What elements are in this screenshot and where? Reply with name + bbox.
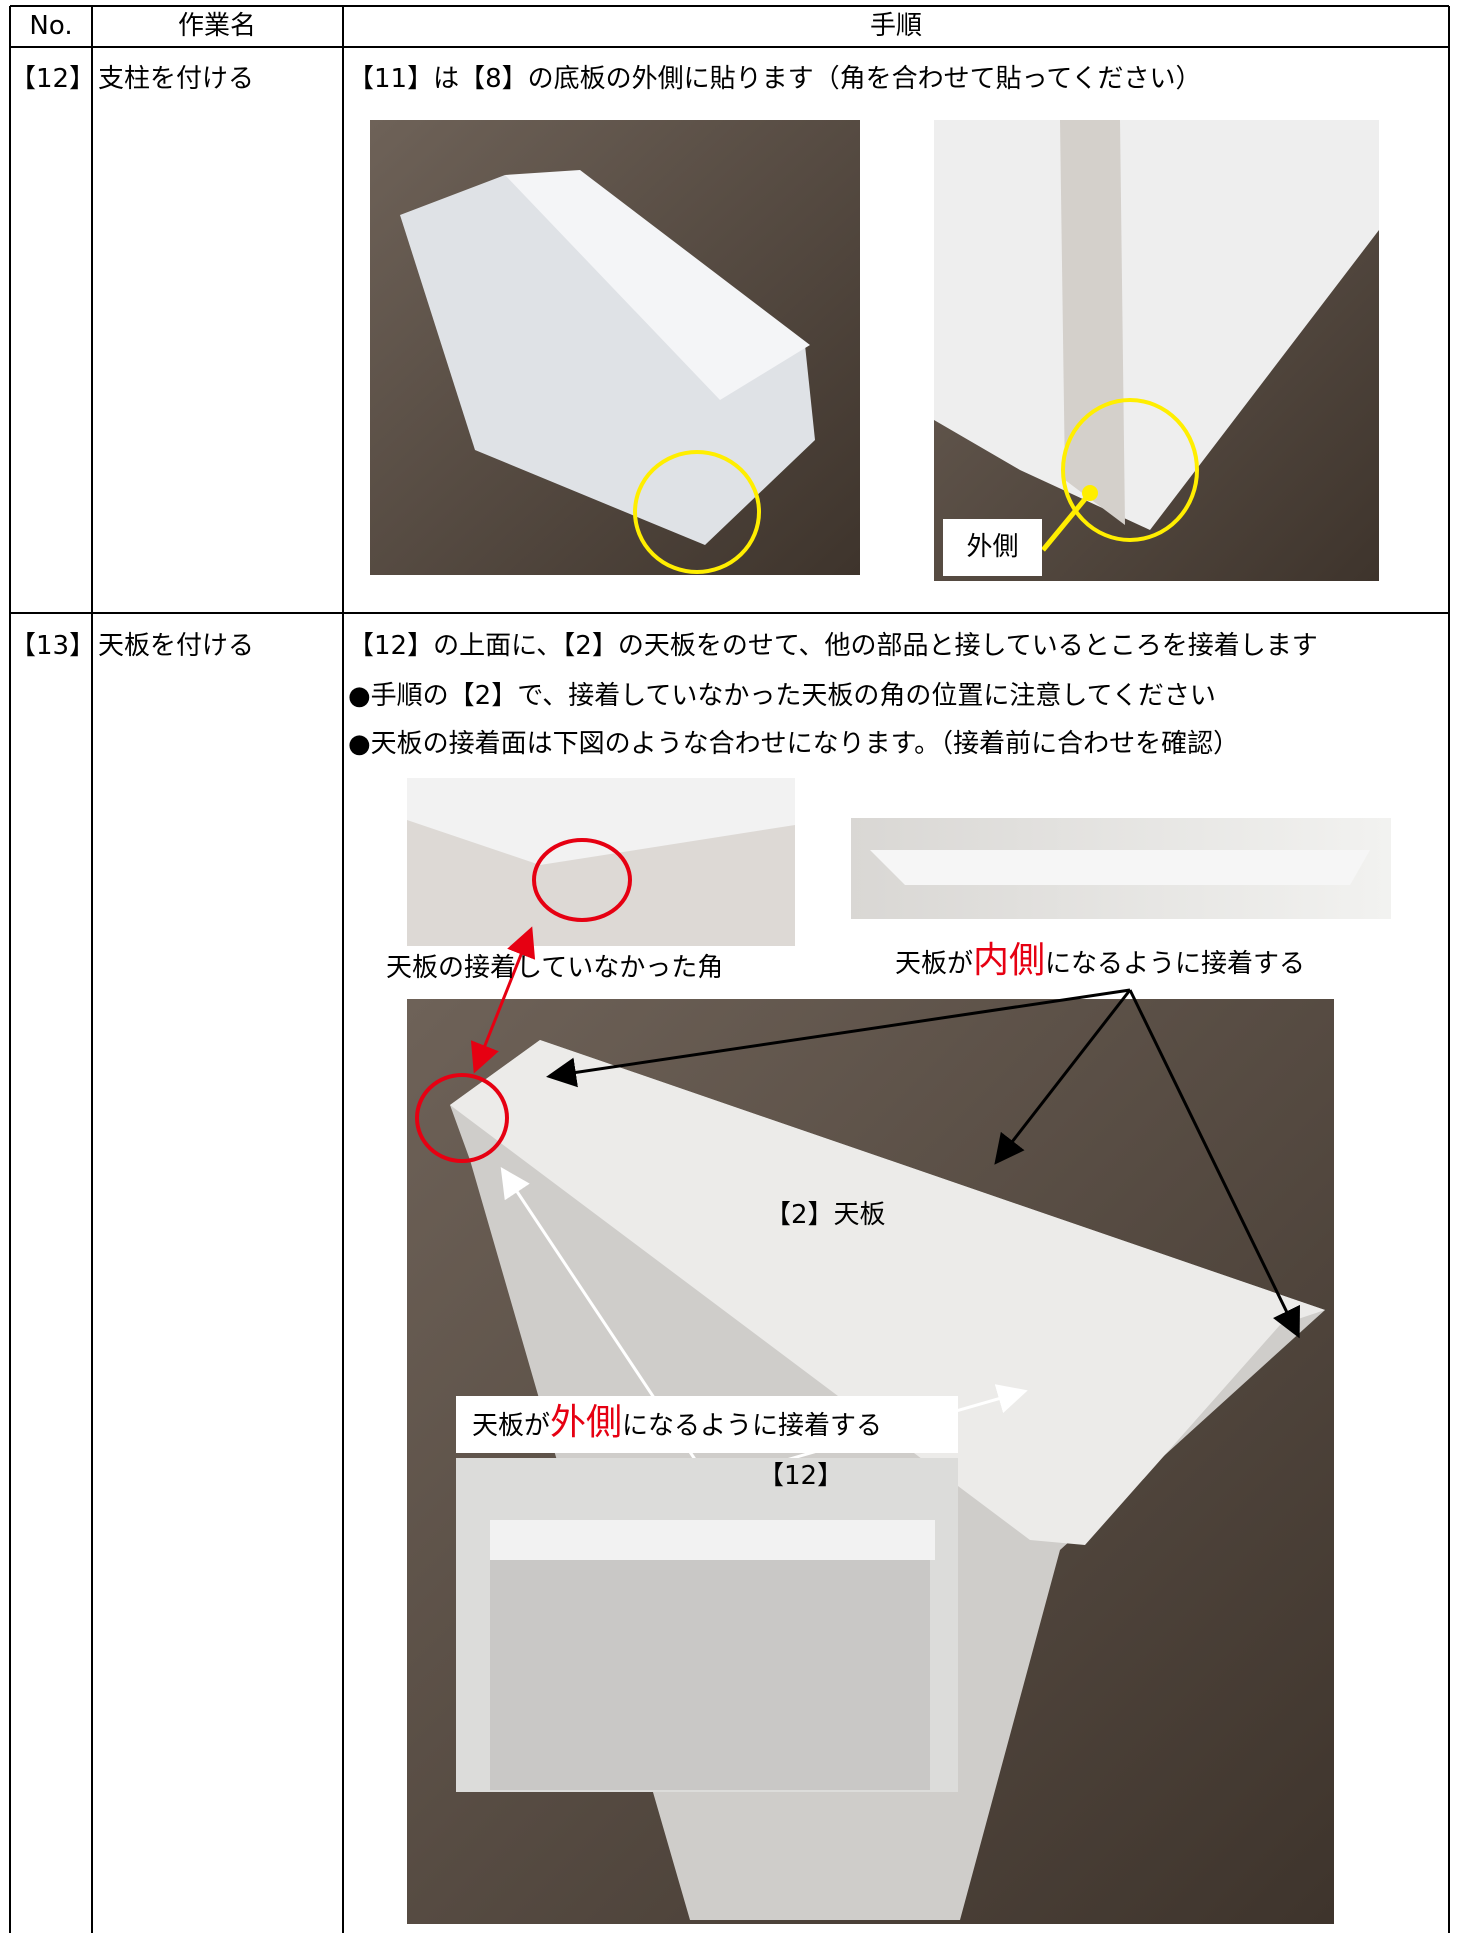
table-grid [9,5,1450,1933]
photo-label: 天板が内側になるように接着する [895,943,1305,979]
highlight [415,1073,509,1163]
label-part: 天板が [895,949,974,979]
photo-label: 【2】天板 [765,1200,886,1230]
label-emphasis: 内側 [973,940,1046,981]
highlight [633,450,761,574]
photo-label: 【12】 [758,1461,844,1491]
photo-label: 天板の接着していなかった角 [386,953,724,983]
row-no: 【13】 [10,631,96,661]
highlight [532,838,632,922]
label-emphasis: 外側 [550,1402,623,1443]
step-text: ●手順の【2】で、接着していなかった天板の角の位置に注意してください [348,681,1216,711]
header-cell: 作業名 [177,11,257,41]
photo-label: 天板が外側になるように接着する [472,1405,882,1441]
row-name: 天板を付ける [98,631,255,661]
step-text: 【11】は【8】の底板の外側に貼ります（角を合わせて貼ってください） [348,64,1202,94]
row-name: 支柱を付ける [98,64,255,94]
step-text: ●天板の接着面は下図のような合わせになります。（接着前に合わせを確認） [348,729,1240,759]
highlight [1061,398,1199,542]
header-cell: No. [29,11,73,41]
row-no: 【12】 [10,64,96,94]
label-part: になるように接着する [622,1411,883,1441]
label-part: 天板が [472,1411,551,1441]
step-text: 【12】の上面に、【2】の天板をのせて、他の部品と接しているところを接着します [348,631,1318,661]
label-part: になるように接着する [1045,949,1306,979]
header-cell: 手順 [869,11,923,41]
photo-label: 外側 [943,519,1042,576]
